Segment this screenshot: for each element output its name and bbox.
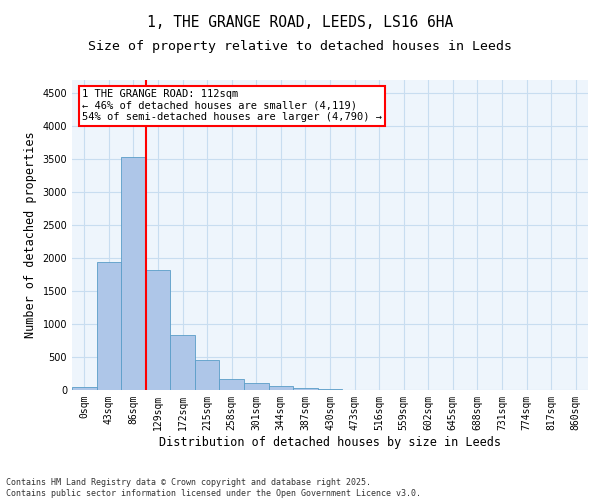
Text: 1 THE GRANGE ROAD: 112sqm
← 46% of detached houses are smaller (4,119)
54% of se: 1 THE GRANGE ROAD: 112sqm ← 46% of detac… xyxy=(82,90,382,122)
Text: Contains HM Land Registry data © Crown copyright and database right 2025.
Contai: Contains HM Land Registry data © Crown c… xyxy=(6,478,421,498)
Y-axis label: Number of detached properties: Number of detached properties xyxy=(24,132,37,338)
Bar xyxy=(195,360,220,390)
X-axis label: Distribution of detached houses by size in Leeds: Distribution of detached houses by size … xyxy=(159,436,501,448)
Bar xyxy=(146,270,170,390)
Bar xyxy=(220,379,244,390)
Bar xyxy=(170,334,195,390)
Bar xyxy=(244,384,269,390)
Text: Size of property relative to detached houses in Leeds: Size of property relative to detached ho… xyxy=(88,40,512,53)
Bar xyxy=(97,262,121,390)
Bar xyxy=(269,386,293,390)
Bar xyxy=(72,386,97,390)
Bar xyxy=(121,156,146,390)
Bar xyxy=(293,388,318,390)
Text: 1, THE GRANGE ROAD, LEEDS, LS16 6HA: 1, THE GRANGE ROAD, LEEDS, LS16 6HA xyxy=(147,15,453,30)
